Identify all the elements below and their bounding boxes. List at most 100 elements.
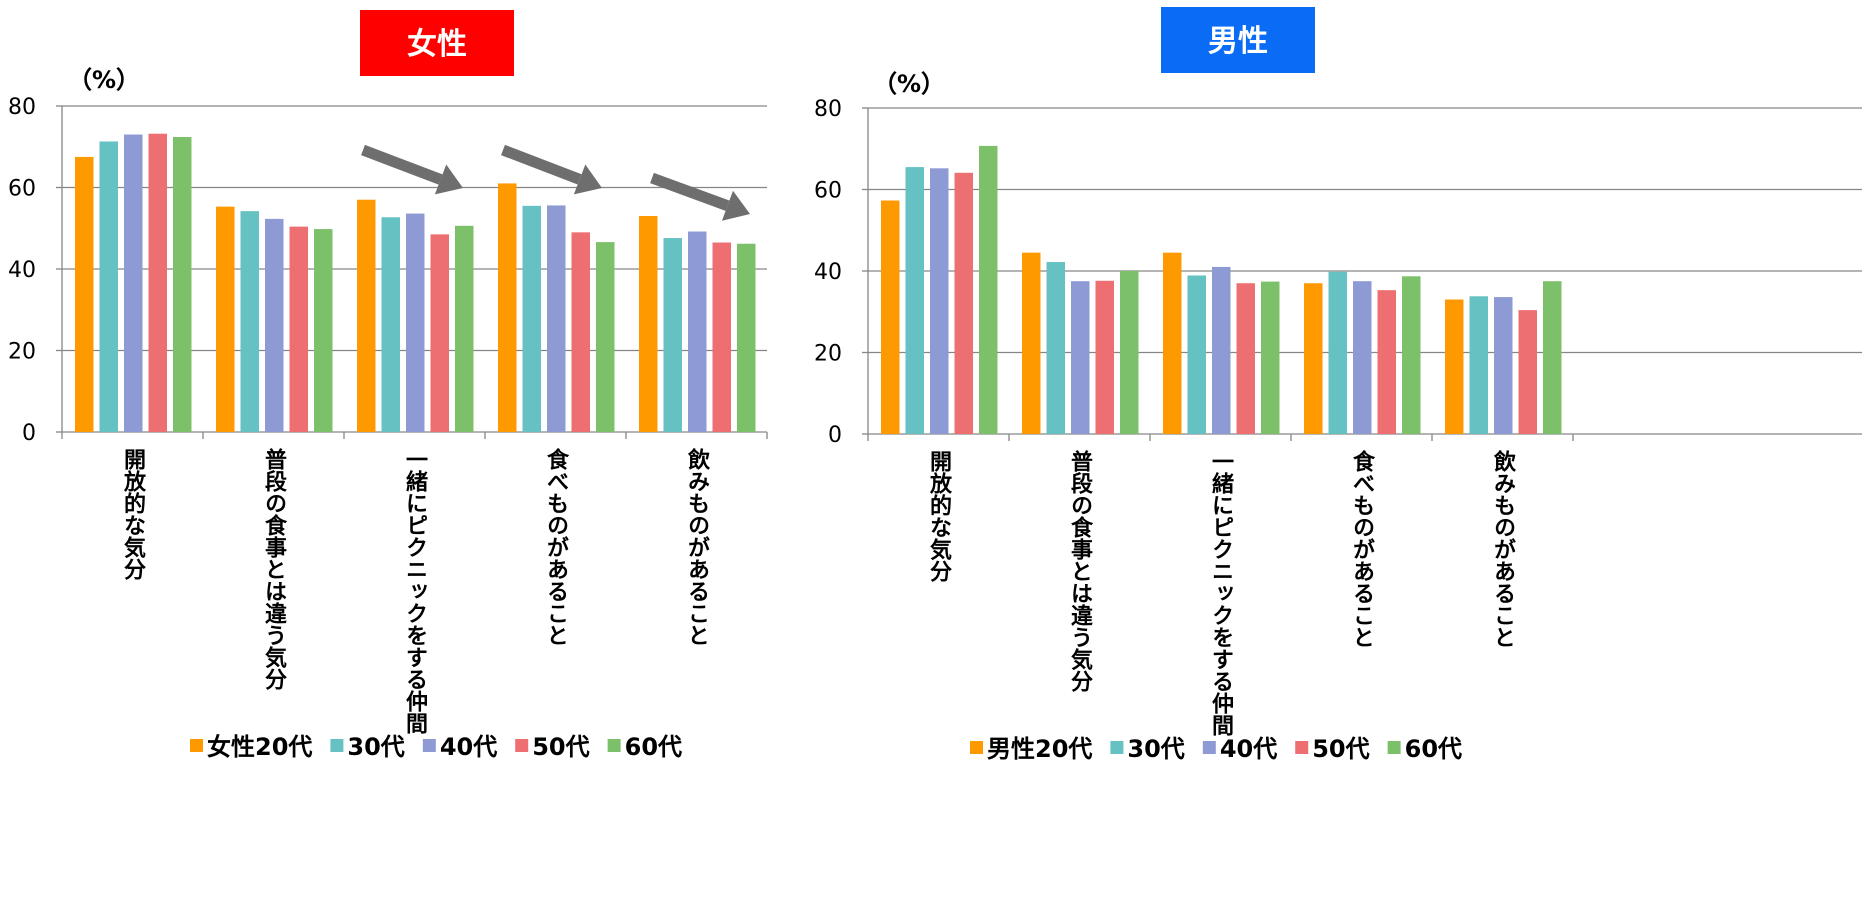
y-tick-label: 0 <box>828 423 842 448</box>
bar <box>1022 252 1041 434</box>
bar <box>357 199 376 432</box>
bar <box>240 211 259 432</box>
bar <box>75 156 94 432</box>
bar <box>954 172 973 435</box>
bar <box>289 226 308 432</box>
bar <box>596 242 615 432</box>
bar <box>124 134 143 432</box>
legend-swatch <box>970 741 983 754</box>
bar <box>216 206 235 432</box>
bar <box>381 217 400 432</box>
trend-arrow-head <box>434 164 463 195</box>
bar <box>406 213 425 432</box>
bar <box>1071 281 1090 434</box>
x-category-label: 普段の食事とは違う気分 <box>261 447 287 690</box>
y-tick-label: 40 <box>814 260 842 285</box>
bar <box>881 200 900 434</box>
trend-arrow-shaft <box>361 144 443 185</box>
y-axis-unit: （%） <box>68 66 140 94</box>
bar <box>498 183 517 432</box>
y-tick-label: 60 <box>814 179 842 204</box>
x-category-label: 食べものがあること <box>543 447 569 646</box>
legend-swatch <box>1295 741 1309 754</box>
bar <box>1120 271 1139 434</box>
legend-label: 40代 <box>1220 735 1277 763</box>
bar <box>1469 296 1488 434</box>
bar <box>1236 283 1255 434</box>
trend-arrow-head <box>573 164 602 195</box>
y-tick-label: 0 <box>22 421 36 446</box>
bar <box>1212 266 1231 434</box>
bar <box>737 243 756 432</box>
y-tick-label: 80 <box>814 97 842 122</box>
bar <box>663 238 682 432</box>
bar <box>1353 281 1372 434</box>
x-category-label: 食べものがあること <box>1349 449 1375 648</box>
legend-label: 女性20代 <box>207 733 312 761</box>
bar <box>1163 252 1182 434</box>
x-category-label: 普段の食事とは違う気分 <box>1067 449 1093 692</box>
x-category-label: 飲みものがあること <box>684 447 711 646</box>
bar <box>688 231 707 432</box>
legend-label: 50代 <box>1312 735 1369 763</box>
bar <box>639 216 658 432</box>
bar <box>1494 297 1513 434</box>
y-tick-label: 60 <box>8 177 36 202</box>
legend-swatch <box>422 739 436 752</box>
x-category-label: 一緒にピクニックをする仲間 <box>1208 450 1234 737</box>
legend-label: 30代 <box>1127 735 1184 763</box>
bar <box>173 136 192 432</box>
bar <box>930 168 949 434</box>
legend-label: 50代 <box>532 733 589 761</box>
bar <box>1328 271 1347 434</box>
bar <box>1046 262 1065 434</box>
bar <box>314 229 333 432</box>
legend-label: 男性20代 <box>987 735 1092 763</box>
legend-swatch <box>607 739 621 752</box>
x-category-label: 飲みものがあること <box>1490 449 1517 648</box>
legend-swatch <box>1110 741 1124 754</box>
legend-swatch <box>1387 741 1401 754</box>
y-tick-label: 20 <box>814 342 842 367</box>
bar <box>99 141 118 432</box>
legend-label: 60代 <box>625 733 682 761</box>
bar <box>1518 310 1537 434</box>
bar <box>1261 281 1280 434</box>
chart-title-box <box>360 10 514 76</box>
chart-male: 男性 （%） 0 20 40 60 80 開放的な気分 普段の食事とは違う気分 一緒にピクニックを… <box>814 7 1862 763</box>
y-tick-label: 80 <box>8 95 36 120</box>
bar <box>265 218 284 432</box>
legend-swatch <box>1202 741 1216 754</box>
bar <box>1402 276 1421 434</box>
bar <box>1304 283 1323 434</box>
bar <box>522 205 541 432</box>
bar <box>1095 280 1114 434</box>
trend-arrow-head <box>721 190 750 221</box>
legend-swatch <box>515 739 529 752</box>
legend-label: 40代 <box>440 733 497 761</box>
chart-title: 女性 <box>407 27 467 62</box>
chart-female: 女性 （%） 0 20 40 60 80 開放的な気分 普段の食事とは違う気分 一緒にピクニックを… <box>8 10 768 761</box>
legend-label: 30代 <box>347 733 404 761</box>
bar <box>1445 299 1464 434</box>
bar <box>1187 275 1206 434</box>
chart-title-box <box>1161 7 1315 73</box>
y-tick-label: 20 <box>8 340 36 365</box>
x-category-label: 開放的な気分 <box>926 450 953 582</box>
x-category-label: 一緒にピクニックをする仲間 <box>402 448 428 735</box>
y-tick-label: 40 <box>8 258 36 283</box>
y-axis-unit: （%） <box>873 70 945 98</box>
bar <box>712 242 731 432</box>
trend-arrow-shaft <box>501 144 582 185</box>
bar <box>571 232 590 432</box>
trend-arrow-shaft <box>650 172 730 211</box>
bar <box>547 205 566 432</box>
bar <box>1543 281 1562 434</box>
bar <box>905 167 924 434</box>
x-category-label: 開放的な気分 <box>120 448 147 580</box>
bar <box>979 145 998 434</box>
chart-title: 男性 <box>1208 24 1268 59</box>
legend-swatch <box>190 739 203 752</box>
legend-label: 60代 <box>1405 735 1462 763</box>
